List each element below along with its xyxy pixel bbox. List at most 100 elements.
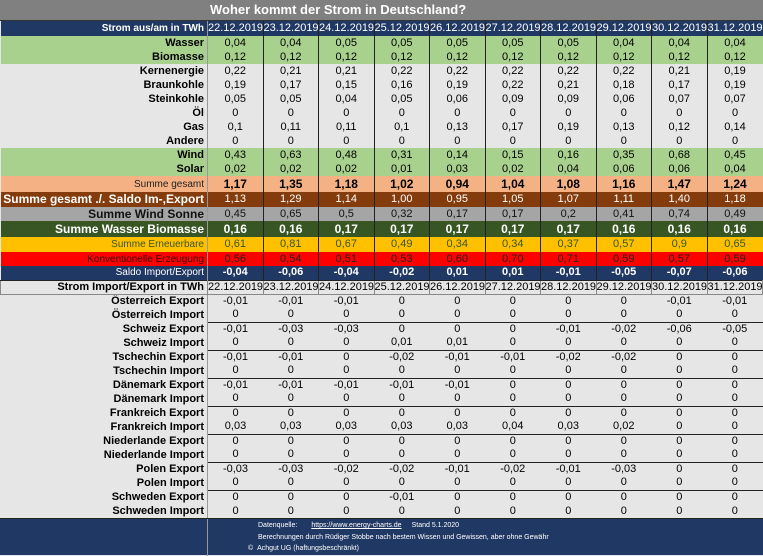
table-row: Summe gesamt ./. Saldo Im-,Export 1,13 1,2…	[0, 192, 763, 207]
value-cell: 0	[263, 392, 319, 406]
value-cell: 0	[707, 504, 763, 518]
value-cell: 1,02	[373, 176, 430, 192]
row-label: Schweden Import	[0, 504, 208, 518]
value-cell: 0,22	[484, 64, 541, 78]
value-cell: 0	[651, 476, 707, 490]
electricity-table: Strom aus/am in TWh 22.12.2019 23.12.2019 2…	[0, 21, 763, 518]
row-label: Gas	[0, 120, 208, 134]
row-label: Solar	[0, 162, 208, 176]
value-cell: 0	[596, 504, 652, 518]
value-cell: 0	[540, 106, 596, 120]
date-header: 28.12.2019	[540, 21, 596, 36]
value-cell: 0	[429, 294, 485, 308]
value-cell: 0,67	[318, 237, 374, 252]
date-header: 27.12.2019	[484, 279, 541, 295]
value-cell: 0,05	[318, 36, 374, 50]
value-cell: 0	[373, 134, 430, 148]
value-cell: 0	[707, 461, 763, 476]
value-cell: 0	[207, 364, 263, 378]
value-cell: 0	[207, 433, 263, 448]
value-cell: 0,05	[429, 36, 485, 50]
row-label: Dänemark Export	[0, 378, 208, 392]
value-cell: 0,16	[706, 221, 763, 237]
value-cell: 0,01	[373, 162, 430, 176]
value-cell: 1,40	[651, 192, 707, 207]
value-cell: 1,35	[262, 176, 319, 192]
value-cell: 0,18	[595, 78, 652, 92]
value-cell: -0,02	[596, 321, 652, 336]
value-cell: 0	[429, 504, 485, 518]
company-name: Achgut UG (haftungsbeschränkt)	[257, 545, 360, 552]
value-cell: 0,95	[429, 192, 485, 207]
value-cell: 0	[595, 134, 652, 148]
value-cell: 0	[262, 106, 319, 120]
value-cell: 1,24	[706, 176, 763, 192]
value-cell: 0	[429, 489, 485, 504]
value-cell: -0,01	[429, 349, 485, 364]
value-cell: 0	[263, 364, 319, 378]
value-cell: 0,45	[706, 148, 763, 162]
value-cell: 0	[318, 476, 374, 490]
value-cell: -0,05	[707, 321, 763, 336]
value-cell: 0	[485, 308, 541, 322]
value-cell: 0,01	[374, 336, 430, 350]
value-cell: 0,12	[651, 120, 707, 134]
value-cell: 0,16	[651, 221, 707, 237]
value-cell: 0	[651, 461, 707, 476]
table-row: Gas 0,1 0,11 0,11 0,1 0,13 0,17 0,19 0,13 0,12 0,1…	[0, 120, 763, 134]
value-cell: 0	[651, 392, 707, 406]
row-label: Konventionelle Erzeugung	[0, 252, 208, 266]
value-cell: 0	[429, 433, 485, 448]
value-cell: 0,34	[484, 237, 541, 252]
value-cell: 0,17	[651, 78, 707, 92]
row-label: Polen Export	[0, 462, 208, 476]
header-label: Strom aus/am in TWh	[0, 21, 208, 36]
row-label: Summe gesamt ./. Saldo Im-,Export	[0, 192, 208, 207]
date-header: 30.12.2019	[651, 21, 707, 36]
value-cell: 0,05	[484, 36, 541, 50]
value-cell: 0	[540, 364, 596, 378]
table-row: Schweiz Import 0 0 0 0,01 0,01 0 0 0 0 0	[0, 336, 763, 350]
value-cell: 0,02	[262, 162, 319, 176]
table-row: Steinkohle 0,05 0,05 0,04 0,05 0,06 0,09 0,09 0,…	[0, 92, 763, 106]
value-cell: 0,04	[651, 36, 707, 50]
value-cell: 0	[429, 106, 485, 120]
value-cell: 0,17	[484, 120, 541, 134]
table-row: Öl 0 0 0 0 0 0 0 0 0 0	[0, 106, 763, 120]
value-cell: 0	[651, 308, 707, 322]
value-cell: 0	[707, 336, 763, 350]
row-label: Österreich Import	[0, 308, 208, 322]
value-cell: 0	[374, 308, 430, 322]
value-cell: 0,65	[262, 207, 319, 221]
value-cell: 0	[540, 504, 596, 518]
value-cell: 0	[318, 336, 374, 350]
value-cell: 0	[540, 433, 596, 448]
value-cell: 0	[373, 106, 430, 120]
value-cell: 0,04	[318, 92, 374, 106]
value-cell: 0,71	[540, 252, 596, 266]
value-cell: 0,09	[484, 92, 541, 106]
value-cell: 0	[706, 134, 763, 148]
value-cell: -0,02	[540, 349, 596, 364]
value-cell: 0,13	[595, 120, 652, 134]
value-cell: 0	[707, 364, 763, 378]
value-cell: 0	[429, 392, 485, 406]
date-header: 24.12.2019	[318, 279, 375, 295]
row-label: Tschechin Export	[0, 350, 208, 364]
value-cell: 0	[596, 336, 652, 350]
value-cell: 0	[651, 504, 707, 518]
table-row: Dänemark Export -0,01 -0,01 -0,01 -0,01 -0,01…	[0, 377, 763, 392]
value-cell: 0	[318, 308, 374, 322]
value-cell: 0,01	[429, 266, 485, 280]
value-cell: 0	[374, 364, 430, 378]
value-cell: 0	[374, 321, 430, 336]
value-cell: 0	[707, 349, 763, 364]
source-link[interactable]: https://www.energy-charts.de	[311, 522, 402, 529]
value-cell: 0,49	[373, 237, 430, 252]
value-cell: 0	[540, 476, 596, 490]
value-cell: 0	[485, 504, 541, 518]
row-label: Kernenergie	[0, 64, 208, 78]
value-cell: 0,17	[262, 78, 319, 92]
date-header: 29.12.2019	[595, 279, 652, 295]
value-cell: 0,74	[651, 207, 707, 221]
